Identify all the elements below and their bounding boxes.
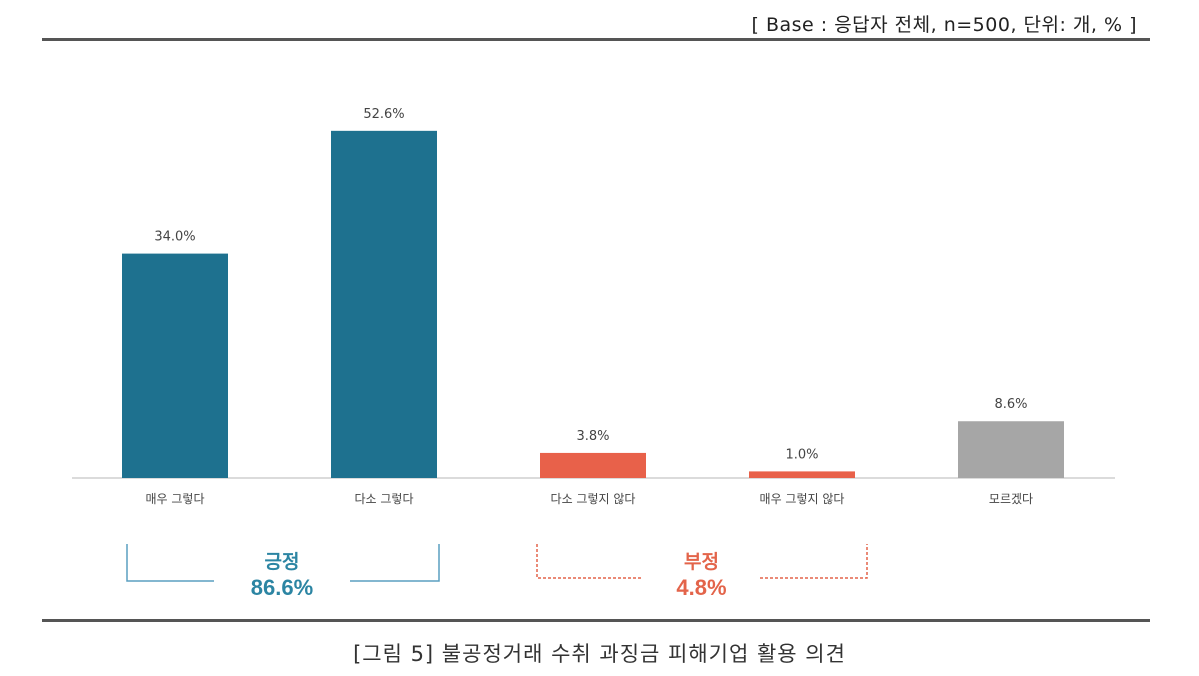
bottom-divider xyxy=(42,619,1150,622)
top-divider xyxy=(42,38,1150,41)
bar-5 xyxy=(958,421,1064,478)
bar-value-label-1: 34.0% xyxy=(154,230,195,245)
negative-group-name: 부정 xyxy=(684,552,719,573)
bar-4 xyxy=(749,471,855,478)
base-note: [ Base : 응답자 전체, n=500, 단위: 개, % ] xyxy=(751,14,1137,36)
positive-bracket xyxy=(126,544,440,582)
category-label-3: 다소 그렇지 않다 xyxy=(551,491,636,506)
bar-value-label-5: 8.6% xyxy=(994,397,1027,412)
negative-bracket xyxy=(536,544,868,579)
positive-group-name: 긍정 xyxy=(264,552,300,573)
category-label-5: 모르겠다 xyxy=(989,492,1033,506)
positive-group-value: 86.6% xyxy=(250,575,314,600)
category-label-1: 매우 그렇다 xyxy=(145,491,204,506)
bar-value-label-2: 52.6% xyxy=(363,107,404,122)
bar-3 xyxy=(540,452,646,478)
bar-1 xyxy=(122,253,228,478)
negative-group-value: 4.8% xyxy=(676,575,727,600)
bar-value-label-3: 3.8% xyxy=(576,429,609,444)
category-label-2: 다소 그렇다 xyxy=(354,491,413,506)
bar-2 xyxy=(331,130,437,478)
category-label-4: 매우 그렇지 않다 xyxy=(760,491,845,506)
negative-group-label: 부정 4.8% xyxy=(643,551,760,601)
figure-caption: [그림 5] 불공정거래 수취 과징금 피해기업 활용 의견 xyxy=(353,642,846,666)
bar-value-label-4: 1.0% xyxy=(785,447,818,462)
positive-group-label: 긍정 86.6% xyxy=(214,551,350,601)
